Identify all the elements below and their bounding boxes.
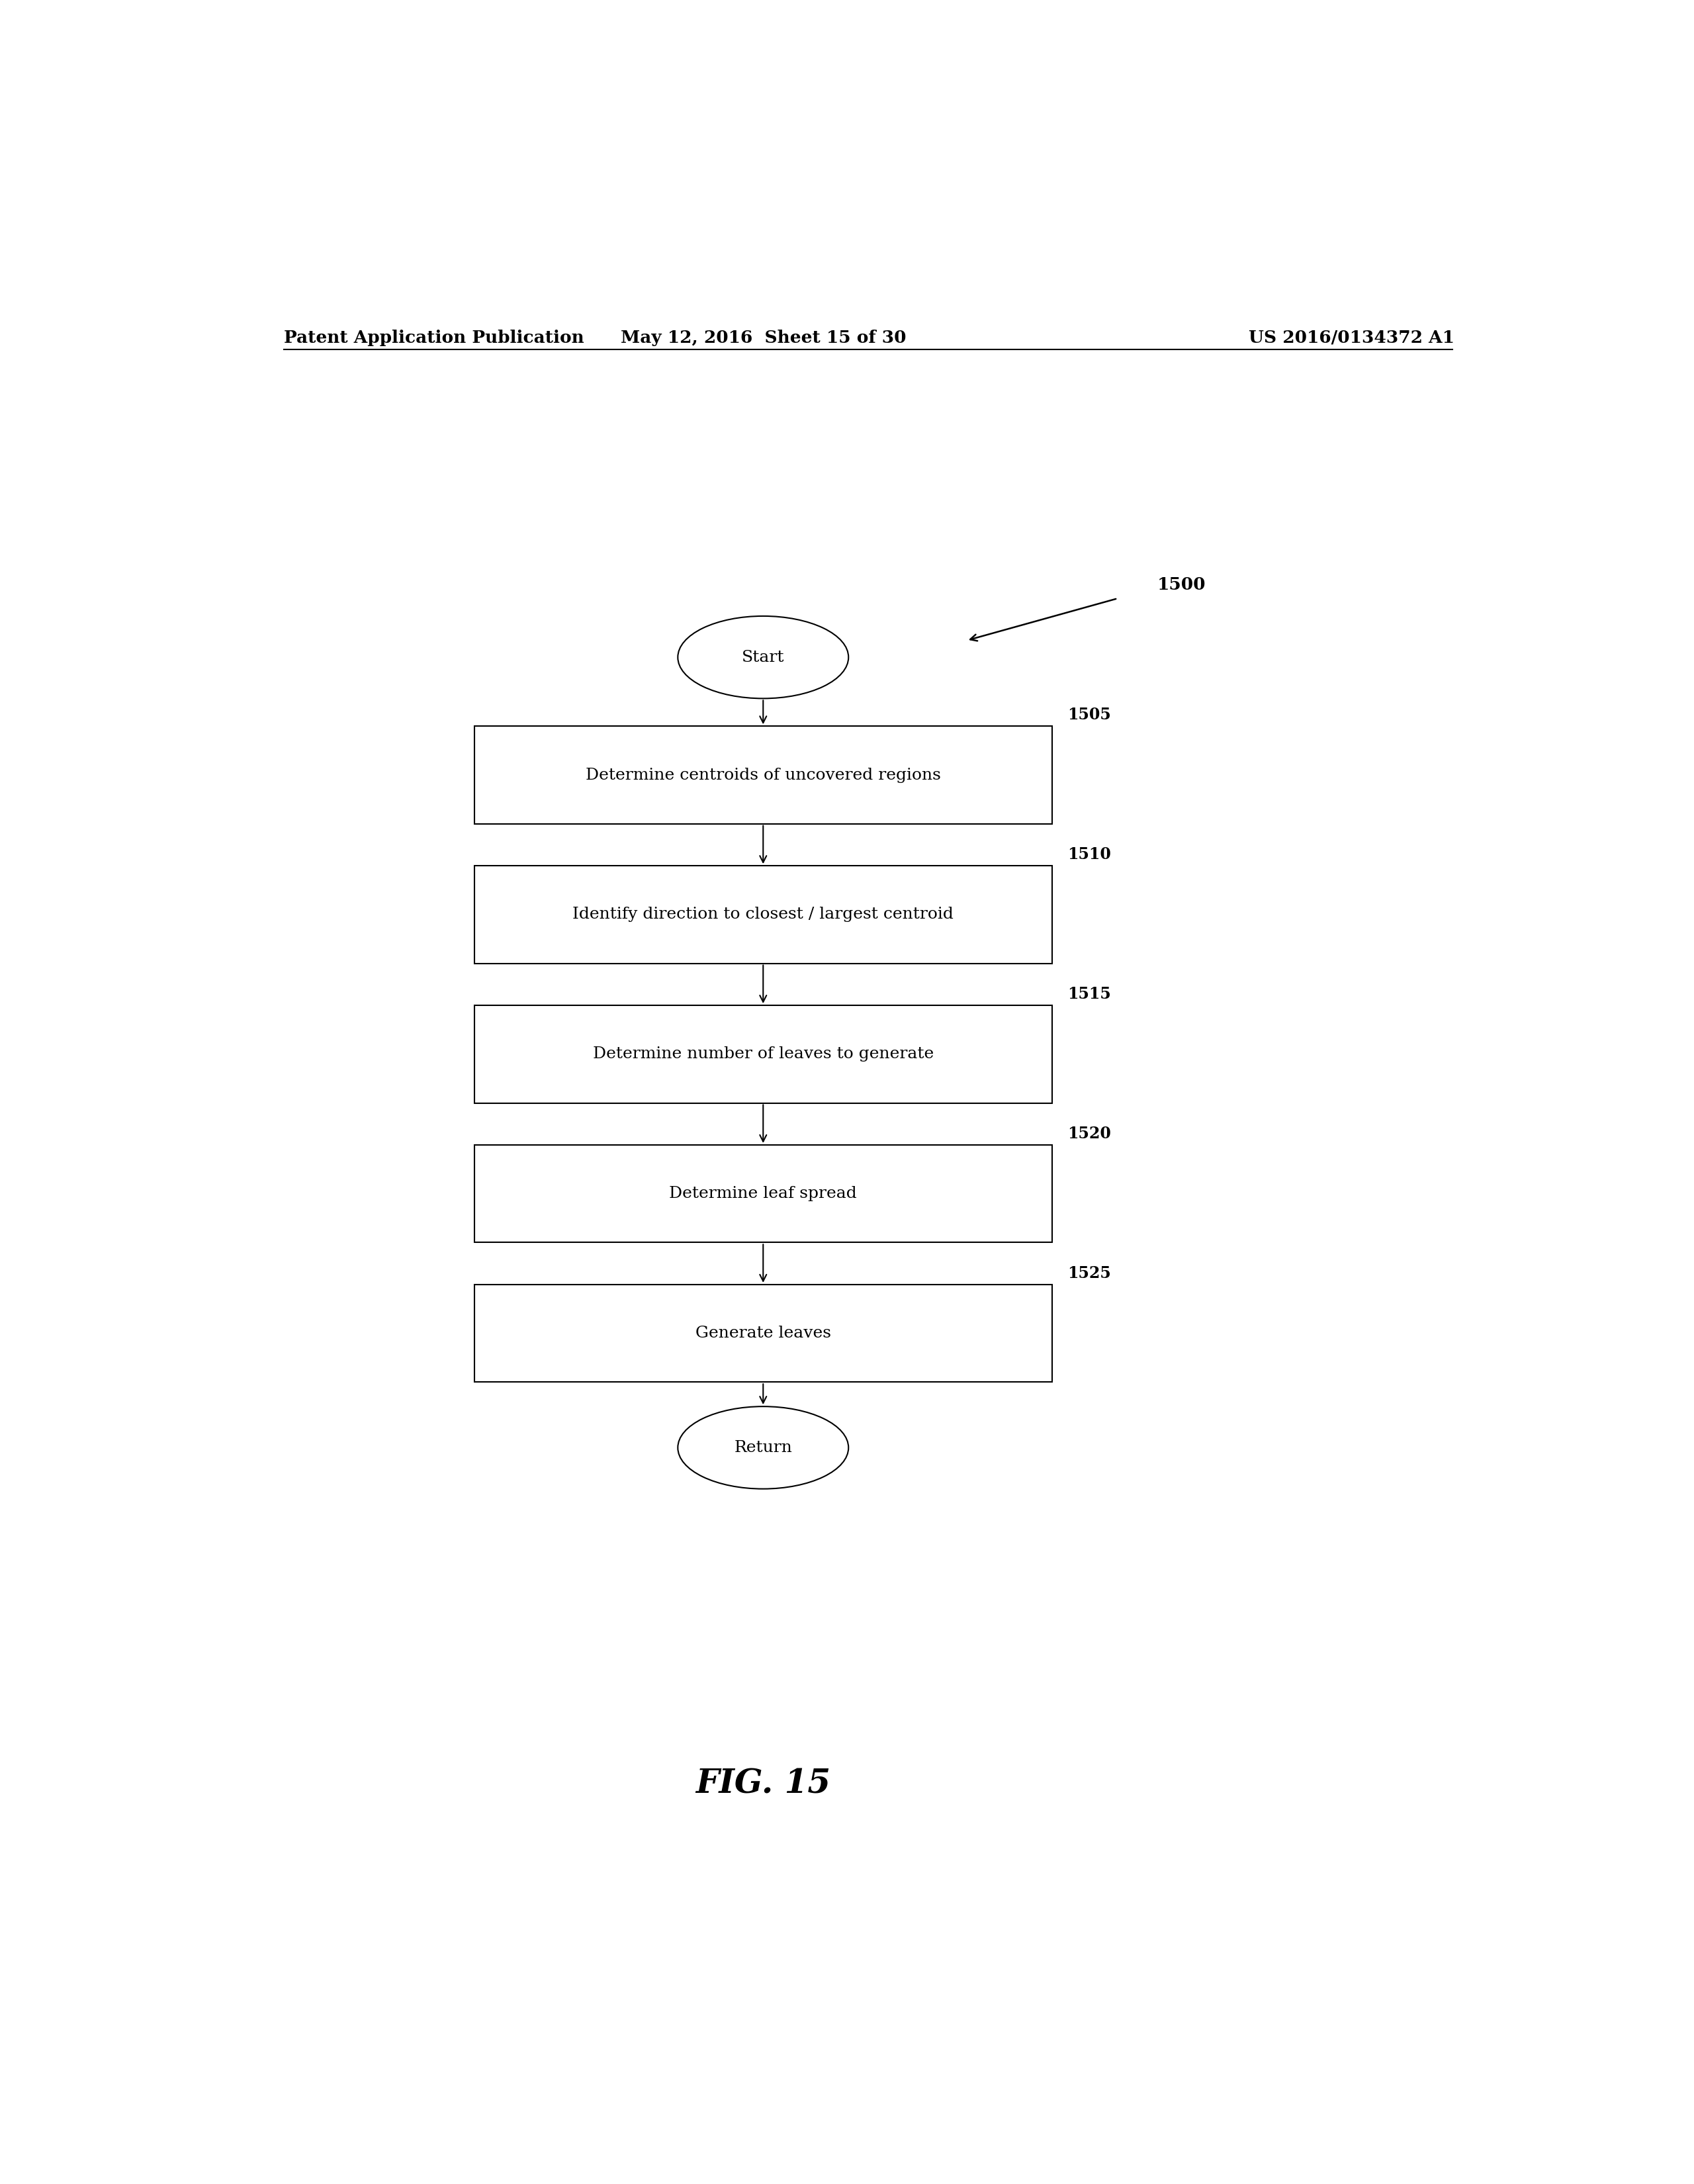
FancyBboxPatch shape: [474, 1005, 1052, 1103]
Text: Determine centroids of uncovered regions: Determine centroids of uncovered regions: [586, 767, 940, 782]
FancyBboxPatch shape: [474, 1284, 1052, 1382]
Text: 1500: 1500: [1157, 577, 1206, 594]
Text: 1515: 1515: [1067, 987, 1111, 1002]
Text: US 2016/0134372 A1: US 2016/0134372 A1: [1248, 330, 1455, 345]
Ellipse shape: [678, 1406, 849, 1489]
Text: Identify direction to closest / largest centroid: Identify direction to closest / largest …: [573, 906, 954, 922]
Text: 1505: 1505: [1067, 708, 1111, 723]
Text: Return: Return: [734, 1439, 793, 1455]
Text: Generate leaves: Generate leaves: [695, 1326, 832, 1341]
Text: Patent Application Publication: Patent Application Publication: [285, 330, 584, 345]
Text: Start: Start: [742, 649, 784, 664]
Text: 1520: 1520: [1067, 1125, 1111, 1142]
Text: 1525: 1525: [1067, 1265, 1111, 1282]
Ellipse shape: [678, 616, 849, 699]
FancyBboxPatch shape: [474, 727, 1052, 823]
Text: May 12, 2016  Sheet 15 of 30: May 12, 2016 Sheet 15 of 30: [620, 330, 906, 345]
FancyBboxPatch shape: [474, 865, 1052, 963]
Text: Determine number of leaves to generate: Determine number of leaves to generate: [593, 1046, 933, 1061]
Text: Determine leaf spread: Determine leaf spread: [669, 1186, 857, 1201]
Text: 1510: 1510: [1067, 847, 1111, 863]
Text: FIG. 15: FIG. 15: [696, 1767, 830, 1800]
FancyBboxPatch shape: [474, 1144, 1052, 1243]
